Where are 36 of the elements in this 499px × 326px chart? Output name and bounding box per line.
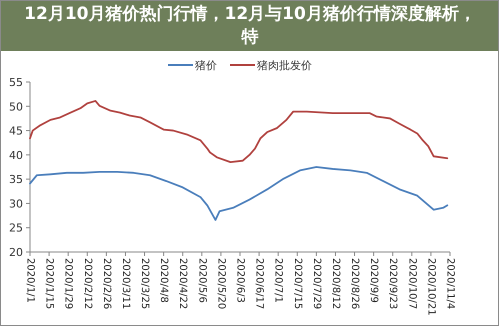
x-tick-label: 2020/7/29 — [310, 258, 322, 310]
x-tick-label: 2020/6/17 — [254, 258, 265, 310]
legend-label: 猪价 — [195, 59, 217, 72]
x-tick-label: 2020/3/11 — [120, 258, 131, 310]
y-tick-label: 35 — [9, 173, 23, 186]
x-tick-label: 2020/8/26 — [349, 258, 360, 310]
y-tick-label: 40 — [9, 148, 23, 162]
y-tick-label: 45 — [9, 124, 23, 138]
x-tick-label: 2020/9/23 — [387, 258, 398, 310]
line-series — [29, 100, 448, 164]
x-tick-label: 2020/2/12 — [82, 258, 93, 310]
x-tick-label: 2020/1/1 — [24, 258, 36, 303]
x-tick-label: 2020/4/22 — [177, 258, 188, 310]
x-tick-label: 2020/10/7 — [406, 258, 418, 310]
x-tick-label: 2020/4/8 — [158, 258, 170, 303]
x-tick-label: 2020/10/21 — [425, 258, 436, 316]
x-tick-label: 2020/5/20 — [215, 258, 226, 310]
x-tick-label: 2020/1/15 — [44, 258, 55, 310]
legend-label: 猪肉批发价 — [257, 59, 312, 72]
y-tick-label: 55 — [9, 76, 23, 89]
x-tick-label: 2020/9/9 — [368, 258, 380, 303]
x-tick-label: 2020/8/12 — [330, 258, 341, 310]
x-tick-label: 2020/6/3 — [234, 258, 246, 303]
y-tick-label: 20 — [9, 246, 23, 259]
y-tick-label: 30 — [9, 197, 23, 210]
x-tick-label: 2020/1/29 — [62, 258, 74, 310]
chart-title: 12月10月猪价热门行情，12月与10月猪价行情深度解析，特 — [23, 3, 477, 49]
y-tick-label: 25 — [9, 222, 23, 235]
x-tick-label: 2020/5/6 — [196, 258, 208, 303]
x-tick-label: 2020/3/25 — [139, 258, 150, 310]
x-tick-label: 2020/7/15 — [292, 258, 303, 310]
x-tick-label: 2020/11/4 — [444, 258, 456, 310]
x-tick-label: 2020/7/1 — [272, 258, 284, 303]
line-series — [29, 166, 448, 221]
y-tick-label: 50 — [9, 100, 23, 114]
x-tick-label: 2020/2/26 — [100, 258, 112, 310]
